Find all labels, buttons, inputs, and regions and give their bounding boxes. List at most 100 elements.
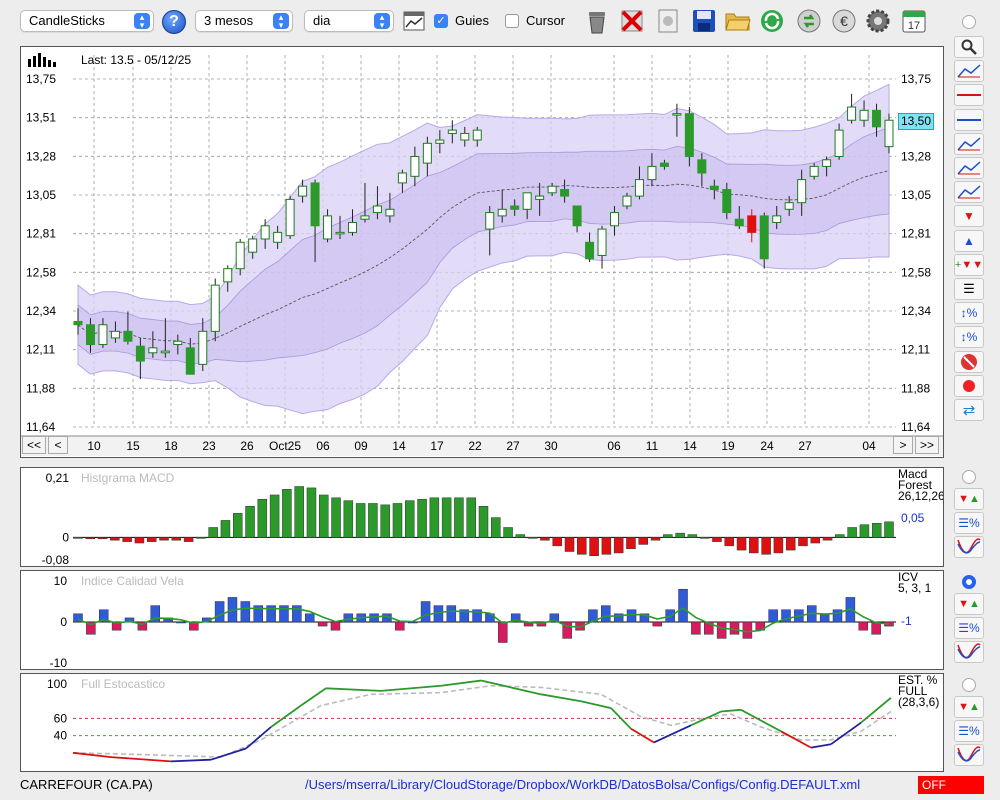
cursor-checkbox[interactable] [505, 14, 519, 28]
candle-body [173, 340, 183, 346]
nav-last-button[interactable]: >> [915, 436, 939, 454]
horizontal-blue-line-icon[interactable] [954, 108, 984, 131]
percent-lines-icon[interactable]: ☰% [954, 617, 984, 639]
stoch-k-segment [270, 704, 302, 728]
arrow-up-icon[interactable]: ▲ [954, 229, 984, 252]
side-glyph [957, 94, 981, 97]
swap-icon[interactable]: ⇄ [954, 399, 984, 421]
candle-body [285, 198, 295, 237]
percent-lines-icon[interactable]: ☰% [954, 512, 984, 534]
candle-body [410, 156, 420, 177]
gear-icon[interactable] [864, 6, 892, 36]
icv-legend: 5, 3, 1 [898, 581, 932, 595]
stoch-y-tick: 60 [54, 711, 68, 725]
curve-icon[interactable] [954, 641, 984, 663]
help-icon[interactable]: ? [162, 10, 186, 34]
config-path-link[interactable]: /Users/mserra/Library/CloudStorage/Dropb… [305, 777, 861, 792]
guides-checkbox[interactable]: ✓ [434, 14, 448, 28]
x-tick-label: 06 [316, 439, 330, 453]
macd-bar [736, 537, 747, 551]
macd-bar [589, 537, 599, 557]
scale-percent-icon[interactable]: ↕% [954, 302, 984, 325]
channel-icon[interactable] [954, 132, 984, 155]
macd-title: Histgrama MACD [81, 471, 175, 485]
fibonacci-icon[interactable] [954, 181, 984, 204]
period-select[interactable]: 3 mesos ▴ ▾ [195, 10, 293, 32]
price-panel: 13,7513,7513,5113,5113,2813,2813,0513,05… [20, 46, 944, 458]
icv-legend: ICV [898, 571, 918, 584]
panel-radio[interactable] [962, 470, 976, 484]
chart-style-icon[interactable] [954, 60, 984, 83]
curve-icon[interactable] [954, 536, 984, 558]
page-icon[interactable] [654, 6, 682, 36]
y-tick-label-right: 12,81 [901, 227, 931, 241]
stoch-chart[interactable]: 100 60 40 Full Estocastico EST. %FULL(28,3,6… [21, 673, 943, 771]
macd-bar [626, 537, 636, 549]
price-chart[interactable]: 13,7513,7513,5113,5113,2813,2813,0513,05… [21, 47, 943, 457]
icv-bar [729, 621, 740, 635]
macd-bar [540, 537, 550, 541]
grid-lines-icon[interactable]: ☰ [954, 278, 984, 300]
trash-icon[interactable] [583, 6, 611, 36]
icv-y-tick: 10 [54, 574, 68, 588]
open-folder-icon[interactable] [724, 6, 752, 36]
add-arrows-icon[interactable]: +▼▼ [954, 253, 984, 276]
stoch-k-segment [540, 693, 582, 703]
stop-icon[interactable] [954, 350, 984, 373]
side-glyph [957, 746, 981, 762]
horizontal-red-line-icon[interactable] [954, 84, 984, 107]
side-glyph: ☰% [958, 724, 980, 738]
percent-lines-icon[interactable]: ↕% [954, 326, 984, 349]
macd-bar [122, 537, 132, 542]
y-tick-label-left: 12,58 [26, 265, 56, 279]
macd-bar [785, 537, 796, 551]
sync-icon[interactable] [795, 6, 823, 36]
panel-radio-main[interactable] [962, 15, 976, 29]
record-icon[interactable] [954, 374, 984, 397]
trend-line-icon[interactable] [954, 157, 984, 179]
percent-lines-icon[interactable]: ☰% [954, 720, 984, 742]
arrows-red-green-icon[interactable]: ▼▲ [954, 488, 984, 510]
zoom-icon[interactable] [954, 36, 984, 58]
interval-select[interactable]: dia ▴ ▾ [304, 10, 394, 32]
arrow-down-icon[interactable]: ▼ [954, 205, 984, 228]
euro-icon[interactable]: € [830, 6, 858, 36]
nav-next-button[interactable]: > [893, 436, 913, 454]
nav-first-button[interactable]: << [22, 436, 46, 454]
icv-bar [395, 621, 405, 631]
delete-red-icon[interactable] [618, 6, 646, 36]
macd-panel: 0,21 0 -0,08 Histgrama MACD Macd Forest 26,12,… [20, 467, 945, 567]
icv-bar [189, 621, 199, 631]
chart-window-icon[interactable] [400, 6, 428, 36]
side-glyph: ↕% [960, 306, 978, 321]
chart-type-select[interactable]: CandleSticks ▴ ▾ [20, 10, 154, 32]
mode-badge[interactable]: OFF [918, 776, 984, 794]
save-icon[interactable] [690, 6, 718, 36]
curve-icon[interactable] [954, 744, 984, 766]
side-glyph: ▲ [969, 598, 980, 610]
nav-prev-button[interactable]: < [48, 436, 68, 454]
macd-legend: Macd [898, 468, 927, 481]
arrows-red-green-icon[interactable]: ▼▲ [954, 593, 984, 615]
arrows-red-green-icon[interactable]: ▼▲ [954, 696, 984, 718]
calendar-icon[interactable]: 17 [900, 6, 928, 36]
macd-legend: 26,12,26 [898, 489, 943, 503]
candle-body [198, 330, 208, 365]
stoch-k-segment [830, 721, 862, 745]
macd-bar [269, 494, 280, 538]
macd-bar [257, 498, 268, 538]
macd-bar [405, 500, 415, 538]
refresh-icon[interactable] [758, 6, 786, 36]
macd-y-tick: 0,21 [46, 471, 70, 485]
icv-y-tick: -10 [50, 656, 68, 669]
macd-bar [454, 497, 464, 538]
macd-chart[interactable]: 0,21 0 -0,08 Histgrama MACD MacdForest26,12,… [21, 467, 945, 567]
candle-body [772, 215, 782, 223]
panel-radio[interactable] [962, 678, 976, 692]
panel-radio[interactable] [962, 575, 976, 589]
candle-body [98, 324, 108, 346]
icv-bar [304, 613, 315, 623]
price-tag: 13,50 [898, 113, 934, 130]
macd-bar [368, 503, 378, 538]
